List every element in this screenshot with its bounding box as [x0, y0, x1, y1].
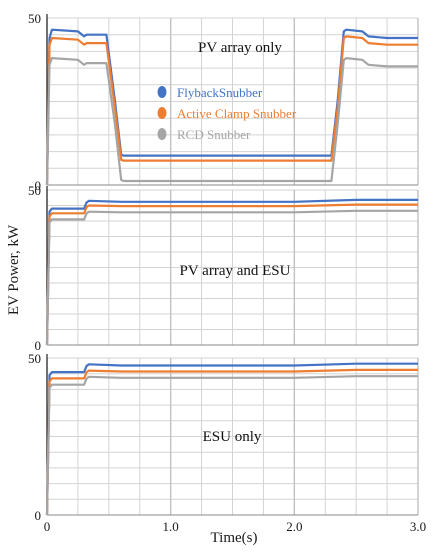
- panel-title: PV array and ESU: [180, 263, 291, 279]
- legend-marker-flyback: [157, 86, 167, 98]
- panel-title: ESU only: [203, 429, 262, 445]
- chart-panel-2: 0 50 PV array and ESU: [28, 183, 419, 353]
- series-line-rcd: [45, 375, 418, 516]
- legend-marker-rcd: [157, 128, 167, 140]
- legend: FlybackSnubber Active Clamp Snubber RCD Sn…: [157, 85, 297, 142]
- x-axis-label: Time(s): [211, 530, 258, 546]
- series-line-active-clamp: [45, 203, 418, 346]
- x-tick-label: 0: [44, 519, 51, 534]
- legend-label-rcd: RCD Snubber: [177, 127, 251, 142]
- series-line-flyback: [45, 362, 418, 516]
- x-tick-label: 2.0: [286, 519, 302, 534]
- series-line-rcd: [45, 57, 418, 186]
- chart-panel-1: 0 50 PV array only FlybackSnubber Active Cla…: [28, 11, 419, 193]
- x-tick-label: 1.0: [163, 519, 179, 534]
- y-tick-label: 50: [28, 183, 41, 198]
- series-line-active-clamp: [45, 368, 418, 516]
- series-line-active-clamp: [45, 35, 418, 186]
- legend-label-active-clamp: Active Clamp Snubber: [177, 106, 297, 121]
- y-tick-label: 0: [35, 508, 42, 523]
- series-line-rcd: [45, 209, 418, 346]
- y-axis-label: EV Power, kW: [6, 224, 22, 315]
- y-tick-label: 0: [35, 338, 42, 353]
- y-tick-label: 50: [28, 11, 41, 26]
- y-tick-label: 0: [35, 178, 42, 193]
- x-tick-label: 3.0: [410, 519, 426, 534]
- legend-label-flyback: FlybackSnubber: [177, 85, 263, 100]
- panel-title: PV array only: [198, 40, 282, 56]
- series-line-flyback: [45, 28, 418, 186]
- legend-marker-active-clamp: [157, 107, 167, 119]
- series-line-flyback: [45, 198, 418, 346]
- chart-panel-3: 0 50 0 1.0 2.0 3.0 ESU only: [28, 351, 426, 534]
- y-tick-label: 50: [28, 351, 41, 366]
